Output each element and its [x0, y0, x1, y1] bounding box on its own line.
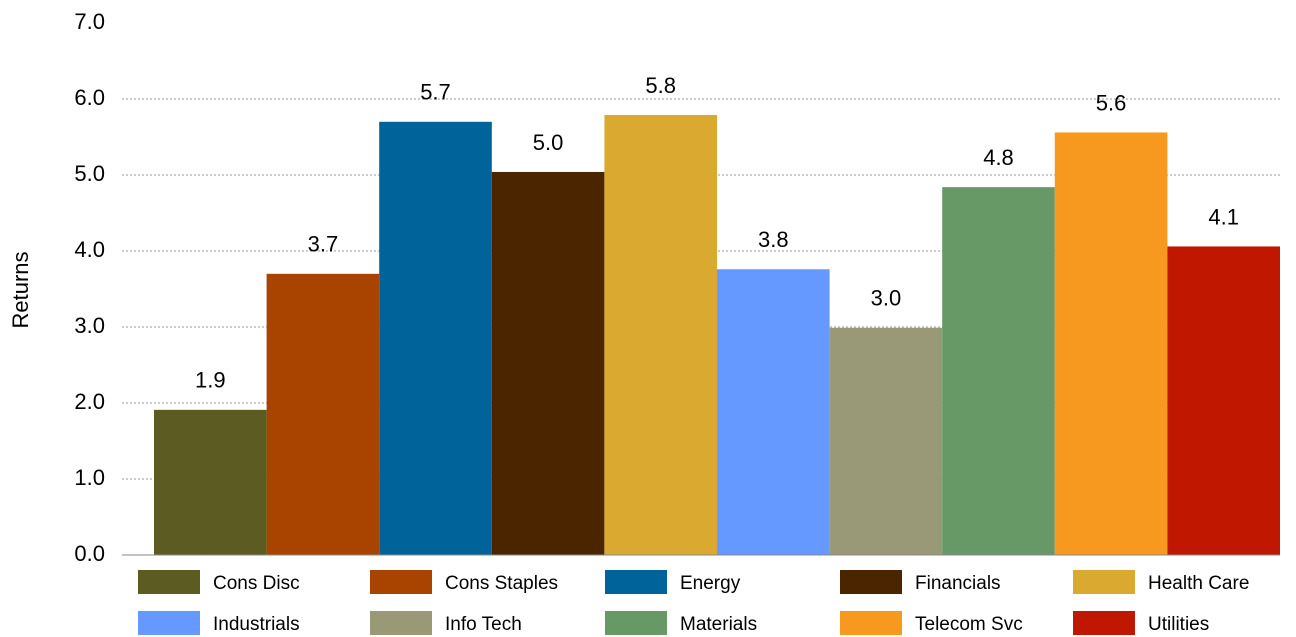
legend-swatch: [370, 570, 432, 594]
data-label: 5.6: [1096, 90, 1127, 115]
bar: [717, 269, 830, 555]
legend-label: Energy: [680, 573, 741, 594]
legend-swatch: [370, 611, 432, 635]
legend-label: Telecom Svc: [915, 614, 1023, 635]
data-label: 5.7: [420, 80, 451, 105]
legend-swatch: [605, 611, 667, 635]
data-label: 5.0: [533, 130, 564, 155]
legend-label: Info Tech: [445, 614, 522, 635]
y-tick-label: 0.0: [74, 541, 105, 566]
legend-label: Utilities: [1148, 614, 1209, 635]
y-tick-label: 1.0: [74, 465, 105, 490]
legend-swatch: [1073, 611, 1135, 635]
data-label: 4.8: [983, 145, 1014, 170]
bar: [154, 409, 267, 555]
bar: [379, 121, 492, 556]
data-label: 3.0: [871, 286, 902, 311]
data-label: 1.9: [195, 368, 226, 393]
y-tick-label: 4.0: [74, 237, 105, 262]
y-axis-label: Returns: [8, 251, 33, 328]
legend-label: Materials: [680, 614, 757, 635]
y-tick-label: 7.0: [74, 9, 105, 34]
legend-swatch: [840, 611, 902, 635]
legend-swatch: [605, 570, 667, 594]
y-tick-label: 5.0: [74, 161, 105, 186]
data-label: 3.7: [308, 232, 339, 257]
bar: [942, 187, 1055, 555]
bar: [491, 171, 605, 555]
bar: [604, 114, 717, 556]
data-label: 4.1: [1208, 204, 1239, 229]
data-label: 3.8: [758, 227, 789, 252]
legend-label: Industrials: [213, 614, 300, 635]
legend-label: Financials: [915, 573, 1001, 594]
legend-label: Health Care: [1148, 573, 1249, 594]
bar: [829, 327, 943, 555]
bar: [1054, 132, 1168, 555]
legend-swatch: [138, 611, 200, 635]
legend-label: Cons Disc: [213, 573, 300, 594]
y-tick-label: 3.0: [74, 313, 105, 338]
y-tick-label: 2.0: [74, 389, 105, 414]
legend-label: Cons Staples: [445, 573, 558, 594]
y-tick-label: 6.0: [74, 85, 105, 110]
bar: [266, 273, 380, 555]
legend-swatch: [138, 570, 200, 594]
legend-swatch: [1073, 570, 1135, 594]
legend-swatch: [840, 570, 902, 594]
data-label: 5.8: [645, 73, 676, 98]
bar: [1167, 246, 1280, 555]
